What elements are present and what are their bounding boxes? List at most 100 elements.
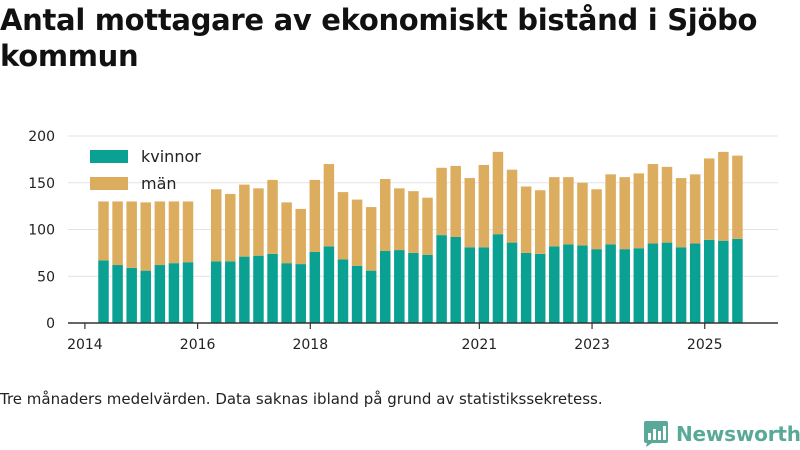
bar-kvinnor — [182, 262, 194, 323]
bar-man — [295, 208, 306, 265]
chart-title: Antal mottagare av ekonomiskt bistånd i … — [0, 3, 758, 73]
bar-kvinnor — [210, 261, 222, 323]
bar-man — [520, 186, 532, 253]
bars — [98, 151, 743, 323]
bar-kvinnor — [436, 235, 447, 323]
bar-kvinnor — [675, 247, 687, 323]
bar-man — [605, 174, 616, 245]
bar-kvinnor — [323, 246, 335, 323]
bar-kvinnor — [112, 265, 123, 323]
bar-man — [309, 179, 321, 252]
bar-kvinnor — [661, 242, 673, 323]
bar-kvinnor — [577, 245, 588, 323]
y-tick-label: 200 — [28, 129, 55, 145]
bar-kvinnor — [295, 264, 306, 323]
bar-kvinnor — [168, 263, 180, 323]
bar-man — [351, 199, 363, 266]
bar-kvinnor — [464, 247, 476, 323]
bar-man — [408, 191, 419, 253]
bar-kvinnor — [520, 252, 532, 323]
x-tick-label: 2025 — [687, 337, 723, 353]
bar-man — [689, 174, 701, 244]
bar-kvinnor — [534, 253, 546, 323]
bar-kvinnor — [225, 261, 236, 323]
y-tick-label: 50 — [37, 269, 55, 285]
bar-man — [126, 201, 137, 268]
bar-man — [704, 158, 715, 240]
x-tick-label: 2021 — [462, 337, 498, 353]
bar-man — [549, 177, 560, 247]
bar-man — [281, 202, 292, 264]
bar-kvinnor — [337, 259, 349, 323]
legend-label-kvinnor: kvinnor — [141, 147, 201, 166]
bar-kvinnor — [98, 260, 109, 323]
bar-kvinnor — [239, 256, 250, 323]
bar-kvinnor — [422, 254, 433, 323]
bar-kvinnor — [351, 265, 363, 323]
bar-man — [436, 167, 447, 236]
bar-kvinnor — [605, 244, 616, 323]
bar-man — [225, 193, 236, 262]
bar-man — [591, 189, 602, 250]
bar-man — [718, 151, 729, 241]
bar-man — [168, 201, 180, 264]
bar-man — [647, 164, 659, 244]
bar-kvinnor — [591, 249, 602, 323]
bar-kvinnor — [253, 255, 264, 323]
bar-man — [492, 151, 504, 235]
bar-man — [464, 178, 476, 248]
bar-kvinnor — [506, 242, 518, 323]
bar-kvinnor — [140, 270, 152, 323]
bar-kvinnor — [281, 263, 292, 323]
bar-man — [661, 166, 673, 243]
newsworthy-brand: Newsworthy — [644, 420, 800, 448]
bar-man — [337, 192, 349, 260]
bar-man — [450, 165, 461, 237]
bar-man — [365, 207, 377, 271]
bar-kvinnor — [126, 267, 137, 323]
bar-kvinnor — [563, 244, 574, 323]
bar-man — [506, 169, 518, 243]
legend-swatch-man — [90, 177, 128, 190]
legend-swatch-kvinnor — [90, 150, 128, 163]
bar-man — [633, 173, 645, 249]
bar-man — [112, 201, 123, 266]
chart-caption: Tre månaders medelvärden. Data saknas ib… — [0, 390, 603, 408]
bar-man — [379, 179, 391, 252]
bar-kvinnor — [267, 253, 278, 323]
bar-man — [323, 164, 335, 247]
y-tick-label: 100 — [28, 223, 55, 239]
y-tick-label: 150 — [28, 176, 55, 192]
bar-kvinnor — [379, 251, 391, 323]
x-tick-label: 2018 — [292, 337, 328, 353]
y-tick-labels: 0 50 100 150 200 — [28, 129, 55, 332]
bar-kvinnor — [647, 243, 659, 323]
bar-man — [267, 179, 278, 254]
bar-kvinnor — [394, 250, 405, 323]
bar-kvinnor — [309, 251, 321, 323]
bar-kvinnor — [732, 238, 743, 323]
bar-man — [478, 164, 490, 248]
x-ticks: 2014 2016 2018 2021 2023 2025 — [67, 323, 723, 353]
x-tick-label: 2014 — [67, 337, 103, 353]
newsworthy-logo-icon — [644, 421, 668, 447]
bar-kvinnor — [718, 240, 729, 323]
bar-kvinnor — [549, 246, 560, 323]
bar-man — [422, 197, 433, 255]
bar-man — [154, 201, 166, 266]
bar-kvinnor — [450, 236, 461, 323]
bar-man — [239, 184, 250, 257]
legend-label-man: män — [141, 174, 177, 193]
bar-man — [394, 188, 405, 251]
brand-name: Newsworthy — [676, 422, 800, 446]
bar-man — [253, 188, 264, 256]
bar-man — [210, 189, 222, 262]
bar-kvinnor — [492, 234, 504, 323]
bar-man — [675, 178, 687, 248]
bar-kvinnor — [154, 265, 166, 323]
bar-kvinnor — [689, 243, 701, 323]
bar-man — [577, 182, 588, 246]
bar-man — [182, 201, 194, 263]
bar-kvinnor — [704, 239, 715, 323]
bar-man — [140, 202, 152, 271]
